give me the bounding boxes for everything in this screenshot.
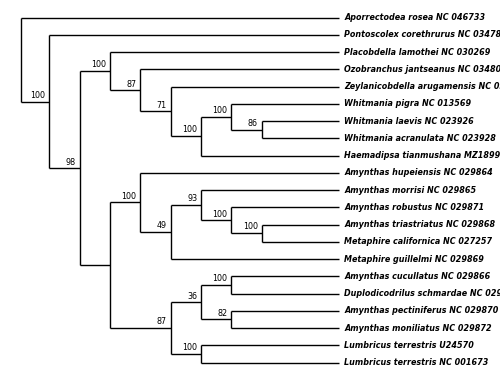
Text: Duplodicodrilus schmardae NC 029867: Duplodicodrilus schmardae NC 029867 [344,289,500,298]
Text: Metaphire guillelmi NC 029869: Metaphire guillelmi NC 029869 [344,255,484,264]
Text: 87: 87 [157,317,167,326]
Text: Zeylanicobdella arugamensis NC 035308: Zeylanicobdella arugamensis NC 035308 [344,82,500,91]
Text: Haemadipsa tianmushana MZ189977: Haemadipsa tianmushana MZ189977 [344,151,500,160]
Text: 98: 98 [66,158,76,166]
Text: Amynthas triastriatus NC 029868: Amynthas triastriatus NC 029868 [344,220,496,229]
Text: 100: 100 [182,343,198,352]
Text: 100: 100 [212,210,228,219]
Text: 71: 71 [157,100,167,109]
Text: Amynthas morrisi NC 029865: Amynthas morrisi NC 029865 [344,186,476,195]
Text: Whitmania laevis NC 023926: Whitmania laevis NC 023926 [344,117,474,126]
Text: Metaphire californica NC 027257: Metaphire californica NC 027257 [344,237,492,246]
Text: Whitmania pigra NC 013569: Whitmania pigra NC 013569 [344,99,472,108]
Text: 100: 100 [182,126,198,135]
Text: Placobdella lamothei NC 030269: Placobdella lamothei NC 030269 [344,48,490,57]
Text: 87: 87 [126,80,136,88]
Text: Whitmania acranulata NC 023928: Whitmania acranulata NC 023928 [344,134,496,143]
Text: Ozobranchus jantseanus NC 034807: Ozobranchus jantseanus NC 034807 [344,65,500,74]
Text: 100: 100 [92,60,106,69]
Text: Amynthas moniliatus NC 029872: Amynthas moniliatus NC 029872 [344,324,492,333]
Text: Aporrectodea rosea NC 046733: Aporrectodea rosea NC 046733 [344,13,486,22]
Text: 100: 100 [122,192,136,201]
Text: 36: 36 [188,291,198,300]
Text: 100: 100 [30,91,46,100]
Text: Pontoscolex corethrurus NC 034783: Pontoscolex corethrurus NC 034783 [344,30,500,39]
Text: Lumbricus terrestris NC 001673: Lumbricus terrestris NC 001673 [344,358,488,367]
Text: Amynthas cucullatus NC 029866: Amynthas cucullatus NC 029866 [344,272,490,281]
Text: 86: 86 [248,119,258,128]
Text: 49: 49 [157,221,167,230]
Text: Amynthas hupeiensis NC 029864: Amynthas hupeiensis NC 029864 [344,168,493,177]
Text: 100: 100 [212,106,228,115]
Text: 100: 100 [243,222,258,231]
Text: 100: 100 [212,274,228,283]
Text: Amynthas robustus NC 029871: Amynthas robustus NC 029871 [344,203,484,212]
Text: Lumbricus terrestris U24570: Lumbricus terrestris U24570 [344,341,474,350]
Text: 93: 93 [187,195,198,204]
Text: Amynthas pectiniferus NC 029870: Amynthas pectiniferus NC 029870 [344,306,498,315]
Text: 82: 82 [218,309,228,318]
